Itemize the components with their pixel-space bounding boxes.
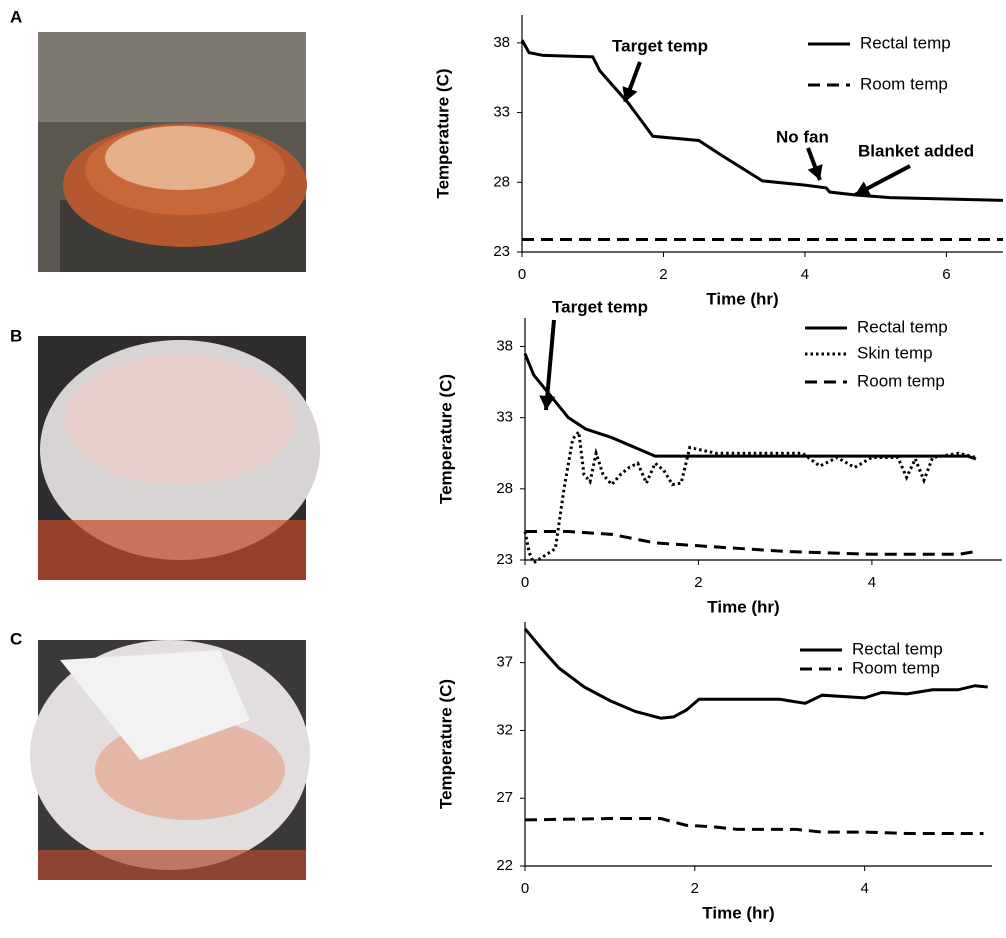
series-line: [523, 428, 977, 566]
y-tick-label: 37: [496, 654, 513, 671]
y-tick-label: 23: [496, 551, 513, 568]
y-tick-label: 33: [496, 409, 513, 426]
y-tick-label: 32: [496, 721, 513, 738]
legend-label: Rectal temp: [860, 33, 951, 52]
x-tick-label: 2: [691, 880, 699, 897]
x-tick-label: 0: [518, 266, 526, 283]
x-tick-label: 4: [868, 574, 876, 591]
x-tick-label: 6: [942, 266, 950, 283]
photo-a: [38, 32, 307, 272]
annotation-arrow: [544, 319, 556, 411]
legend-label: Room temp: [852, 658, 940, 677]
annotation: Target temp: [612, 36, 708, 55]
annotation-arrowhead: [807, 164, 823, 180]
legend-label: Rectal temp: [852, 639, 943, 658]
series-line: [525, 530, 977, 556]
y-tick-label: 22: [496, 857, 513, 874]
panel-label: C: [10, 629, 22, 648]
photo-c: [30, 640, 310, 880]
series-line: [523, 353, 977, 461]
annotation: Target temp: [552, 297, 648, 316]
x-tick-label: 2: [694, 574, 702, 591]
annotation-arrowhead: [539, 395, 556, 410]
y-tick-label: 28: [496, 480, 513, 497]
x-tick-label: 4: [860, 880, 868, 897]
y-tick-label: 38: [493, 34, 510, 51]
legend-label: Skin temp: [857, 343, 933, 362]
y-tick-label: 33: [493, 104, 510, 121]
x-tick-label: 0: [521, 880, 529, 897]
x-axis-title: Time (hr): [707, 597, 779, 616]
panel-label: B: [10, 326, 22, 345]
legend-label: Room temp: [857, 371, 945, 390]
series-line: [520, 39, 1004, 202]
y-tick-label: 38: [496, 337, 513, 354]
x-tick-label: 2: [659, 266, 667, 283]
x-axis-title: Time (hr): [706, 289, 778, 308]
series-line: [523, 627, 988, 720]
y-tick-label: 28: [493, 173, 510, 190]
y-tick-label: 27: [496, 789, 513, 806]
annotation: Blanket added: [858, 141, 974, 160]
y-axis-title: Temperature (C): [433, 68, 452, 198]
photo-b: [38, 336, 320, 580]
y-tick-label: 23: [493, 243, 510, 260]
y-axis-title: Temperature (C): [436, 374, 455, 504]
legend-label: Rectal temp: [857, 317, 948, 336]
x-tick-label: 0: [521, 574, 529, 591]
annotation-arrowhead: [855, 181, 872, 196]
legend-label: Room temp: [860, 74, 948, 93]
y-axis-title: Temperature (C): [436, 679, 455, 809]
x-axis-title: Time (hr): [702, 903, 774, 922]
series-line: [524, 817, 984, 835]
annotation: No fan: [776, 127, 829, 146]
annotation-arrowhead: [622, 86, 638, 102]
x-tick-label: 4: [801, 266, 809, 283]
panel-label: A: [10, 7, 22, 26]
